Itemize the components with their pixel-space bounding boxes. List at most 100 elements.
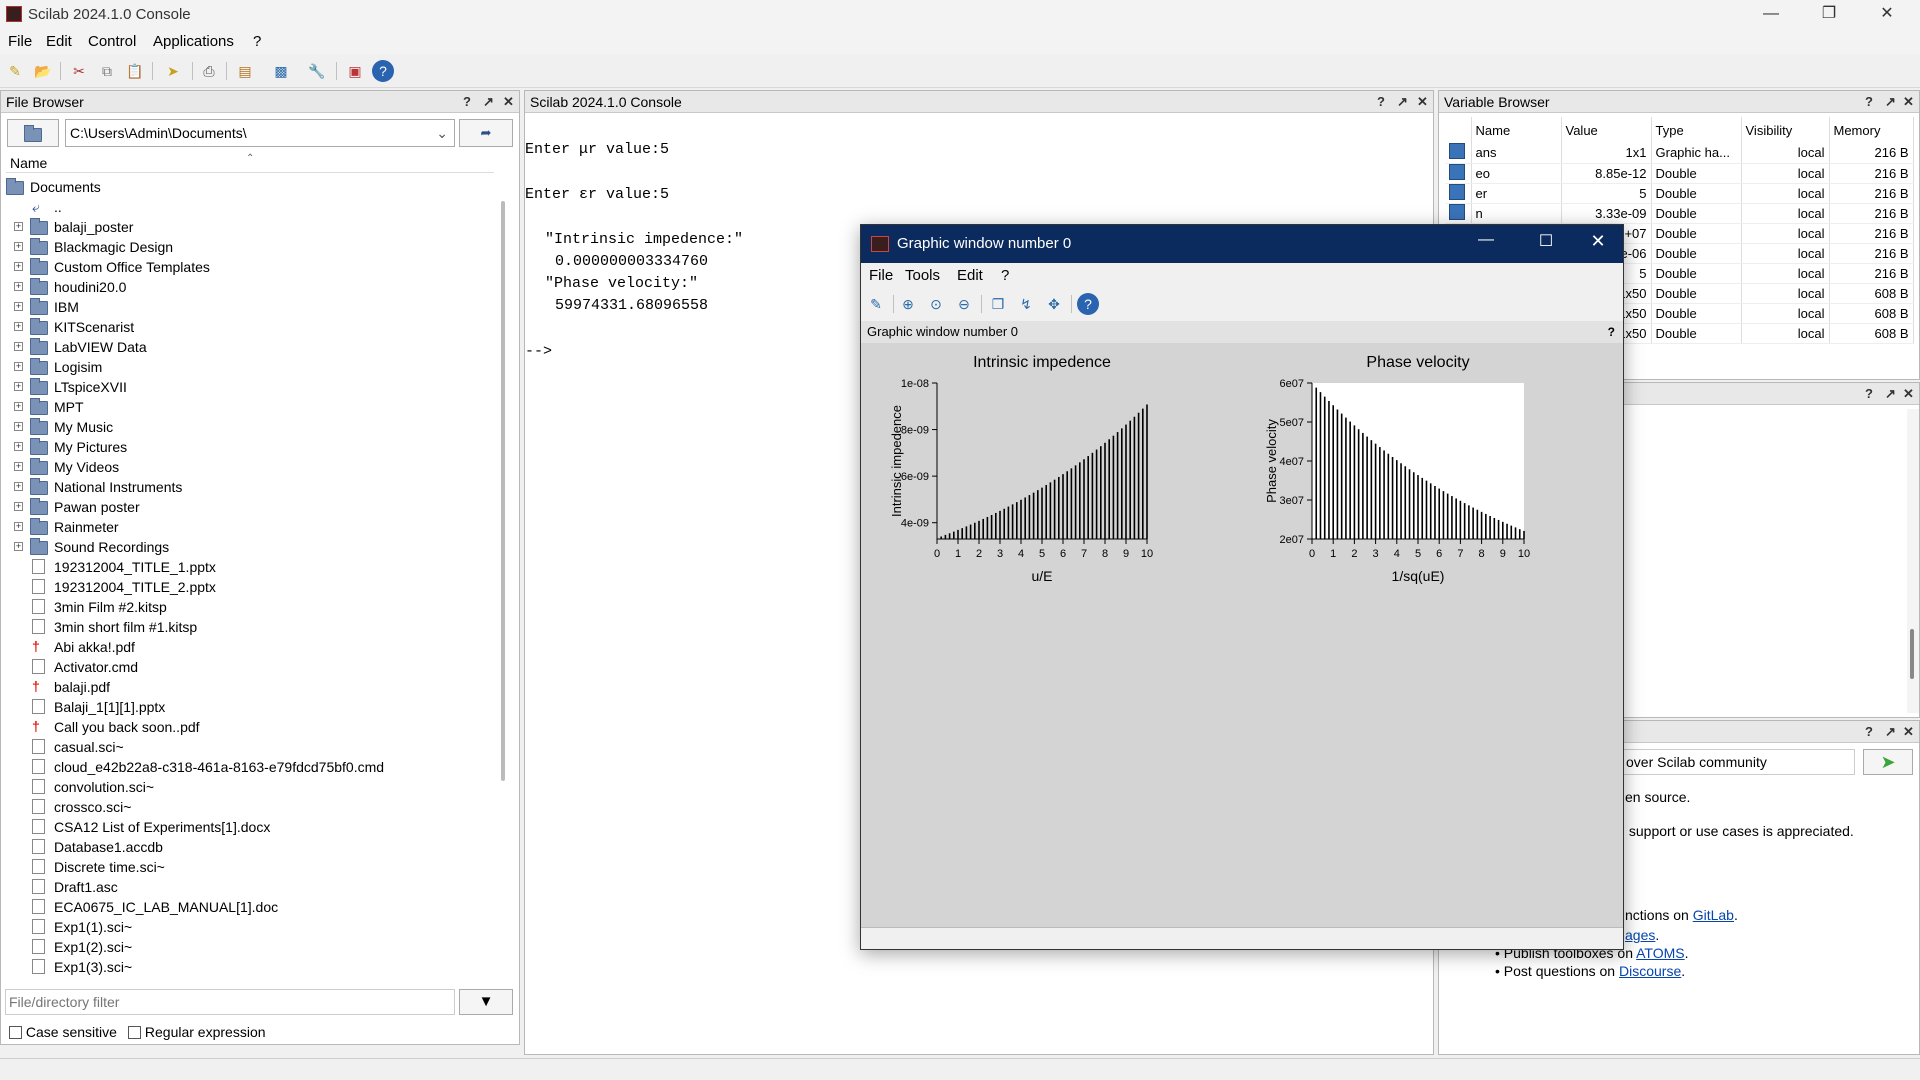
filter-input[interactable] (5, 989, 455, 1015)
menu-tools[interactable]: Tools (905, 267, 941, 284)
close-icon[interactable]: ✕ (1880, 5, 1894, 22)
datatip-icon[interactable]: ✎ (870, 296, 882, 312)
panel-close-icon[interactable]: ✕ (1903, 386, 1914, 401)
panel-close-icon[interactable]: ✕ (1417, 94, 1428, 109)
expand-icon[interactable]: + (14, 241, 23, 251)
print-icon[interactable]: ⎙ (203, 63, 215, 79)
variable-browser-icon[interactable]: ▤ (238, 63, 252, 79)
filter-text[interactable] (6, 990, 454, 1014)
panel-help-icon[interactable]: ? (1865, 386, 1873, 401)
scrollbar-thumb[interactable] (1910, 629, 1914, 679)
expand-icon[interactable]: + (14, 541, 23, 551)
menu-file[interactable]: File (8, 33, 33, 50)
regular-expression-checkbox[interactable]: Regular expression (128, 1024, 266, 1040)
panel-undock-icon[interactable]: ↗ (1885, 94, 1896, 109)
pan-icon[interactable]: ✥ (1048, 296, 1060, 312)
change-directory-icon[interactable]: ➤ (167, 63, 179, 79)
variable-row[interactable]: er 5 Double local 216 B (1445, 183, 1914, 204)
filter-button[interactable]: ▼ (459, 989, 513, 1015)
minimize-icon[interactable]: — (1763, 5, 1779, 22)
new-script-icon[interactable]: ✎ (9, 63, 21, 79)
panel-undock-icon[interactable]: ↗ (483, 94, 494, 109)
help-icon[interactable]: ? (1077, 293, 1099, 315)
expand-icon[interactable]: + (14, 401, 23, 411)
plot-canvas[interactable]: Intrinsic impedence u/E Intrinsic impedenc… (861, 343, 1623, 927)
expand-icon[interactable]: + (14, 301, 23, 311)
close-icon[interactable]: ✕ (1590, 231, 1606, 251)
column-header[interactable]: Visibility (1741, 117, 1830, 143)
expand-icon[interactable]: + (14, 361, 23, 371)
scinotes-icon[interactable]: ▩ (274, 63, 288, 79)
atoms-link[interactable]: ATOMS (1636, 945, 1685, 961)
copy-icon[interactable]: ⧉ (102, 63, 112, 79)
panel-help-icon[interactable]: ? (1607, 325, 1615, 339)
panel-close-icon[interactable]: ✕ (1903, 724, 1914, 739)
panel-help-icon[interactable]: ? (1865, 94, 1873, 109)
zoom-reset-icon[interactable]: ⊙ (930, 296, 942, 312)
module-manager-icon[interactable]: 🔧 (308, 63, 326, 79)
expand-icon[interactable]: + (14, 221, 23, 231)
next-news-button[interactable]: ➤ (1863, 749, 1913, 775)
checkbox-box[interactable] (128, 1026, 141, 1039)
column-header[interactable]: Memory (1829, 117, 1914, 143)
axes-icon[interactable]: ↯ (1020, 296, 1032, 312)
demos-icon[interactable]: ▣ (348, 63, 362, 79)
expand-icon[interactable]: + (14, 521, 23, 531)
column-header[interactable]: Type (1651, 117, 1742, 143)
minimize-icon[interactable]: — (1478, 231, 1494, 248)
expand-icon[interactable]: + (14, 341, 23, 351)
panel-undock-icon[interactable]: ↗ (1885, 386, 1896, 401)
column-header[interactable]: Value (1561, 117, 1652, 143)
expand-icon[interactable]: + (14, 381, 23, 391)
menu-help[interactable]: ? (1001, 267, 1010, 284)
graphic-window-title-bar[interactable]: Graphic window number 0 — ☐ ✕ (861, 225, 1623, 263)
path-combobox[interactable]: C:\Users\Admin\Documents\ ⌄ (65, 119, 455, 147)
menu-control[interactable]: Control (88, 33, 137, 50)
history-scrollbar[interactable] (1907, 409, 1919, 713)
panel-undock-icon[interactable]: ↗ (1397, 94, 1408, 109)
expand-icon[interactable]: + (14, 501, 23, 511)
folder-browse-button[interactable] (7, 119, 59, 147)
column-header[interactable]: Name (1471, 117, 1562, 143)
discourse-link[interactable]: Discourse (1618, 963, 1682, 979)
menu-file[interactable]: File (869, 267, 894, 284)
expand-icon[interactable]: + (14, 281, 23, 291)
expand-icon[interactable]: + (14, 421, 23, 431)
expand-icon[interactable]: + (14, 321, 23, 331)
variable-row[interactable]: e-06 Double local 216 B (1445, 243, 1914, 264)
console-prompt[interactable]: --> (525, 343, 553, 360)
case-sensitive-checkbox[interactable]: Case sensitive (9, 1024, 117, 1040)
gitlab-link[interactable]: GitLab (1692, 907, 1734, 923)
panel-undock-icon[interactable]: ↗ (1885, 724, 1896, 739)
menu-help[interactable]: ? (253, 33, 262, 50)
paste-icon[interactable]: 📋 (126, 63, 144, 79)
name-column-header[interactable]: Name ⌃ (6, 153, 494, 173)
maximize-icon[interactable]: ☐ (1538, 233, 1554, 250)
variable-row[interactable]: eo 8.85e-12 Double local 216 B (1445, 163, 1914, 184)
menu-applications[interactable]: Applications (153, 33, 234, 50)
expand-icon[interactable]: + (14, 481, 23, 491)
restore-icon[interactable]: ❐ (1821, 5, 1837, 22)
variable-row[interactable]: ans 1x1 Graphic ha... local 216 B (1445, 143, 1914, 164)
go-path-button[interactable]: ➦ (459, 119, 513, 147)
pages-link[interactable]: ages (1625, 927, 1656, 943)
expand-icon[interactable]: + (14, 261, 23, 271)
rotate-icon[interactable]: ❐ (991, 296, 1005, 312)
open-file-icon[interactable]: 📂 (34, 63, 52, 79)
cut-icon[interactable]: ✂ (73, 63, 85, 79)
panel-help-icon[interactable]: ? (463, 94, 471, 109)
expand-icon[interactable]: + (14, 441, 23, 451)
expand-icon[interactable]: + (14, 461, 23, 471)
checkbox-box[interactable] (9, 1026, 22, 1039)
menu-edit[interactable]: Edit (957, 267, 983, 284)
panel-help-icon[interactable]: ? (1377, 94, 1385, 109)
variable-row[interactable]: n 3.33e-09 Double local 216 B (1445, 203, 1914, 224)
menu-edit[interactable]: Edit (46, 33, 72, 50)
panel-help-icon[interactable]: ? (1865, 724, 1873, 739)
file-tree-scrollbar[interactable] (501, 201, 505, 781)
zoom-out-icon[interactable]: ⊖ (958, 296, 970, 312)
help-icon[interactable]: ? (372, 60, 394, 82)
zoom-in-icon[interactable]: ⊕ (902, 296, 914, 312)
panel-close-icon[interactable]: ✕ (1903, 94, 1914, 109)
panel-close-icon[interactable]: ✕ (503, 94, 514, 109)
